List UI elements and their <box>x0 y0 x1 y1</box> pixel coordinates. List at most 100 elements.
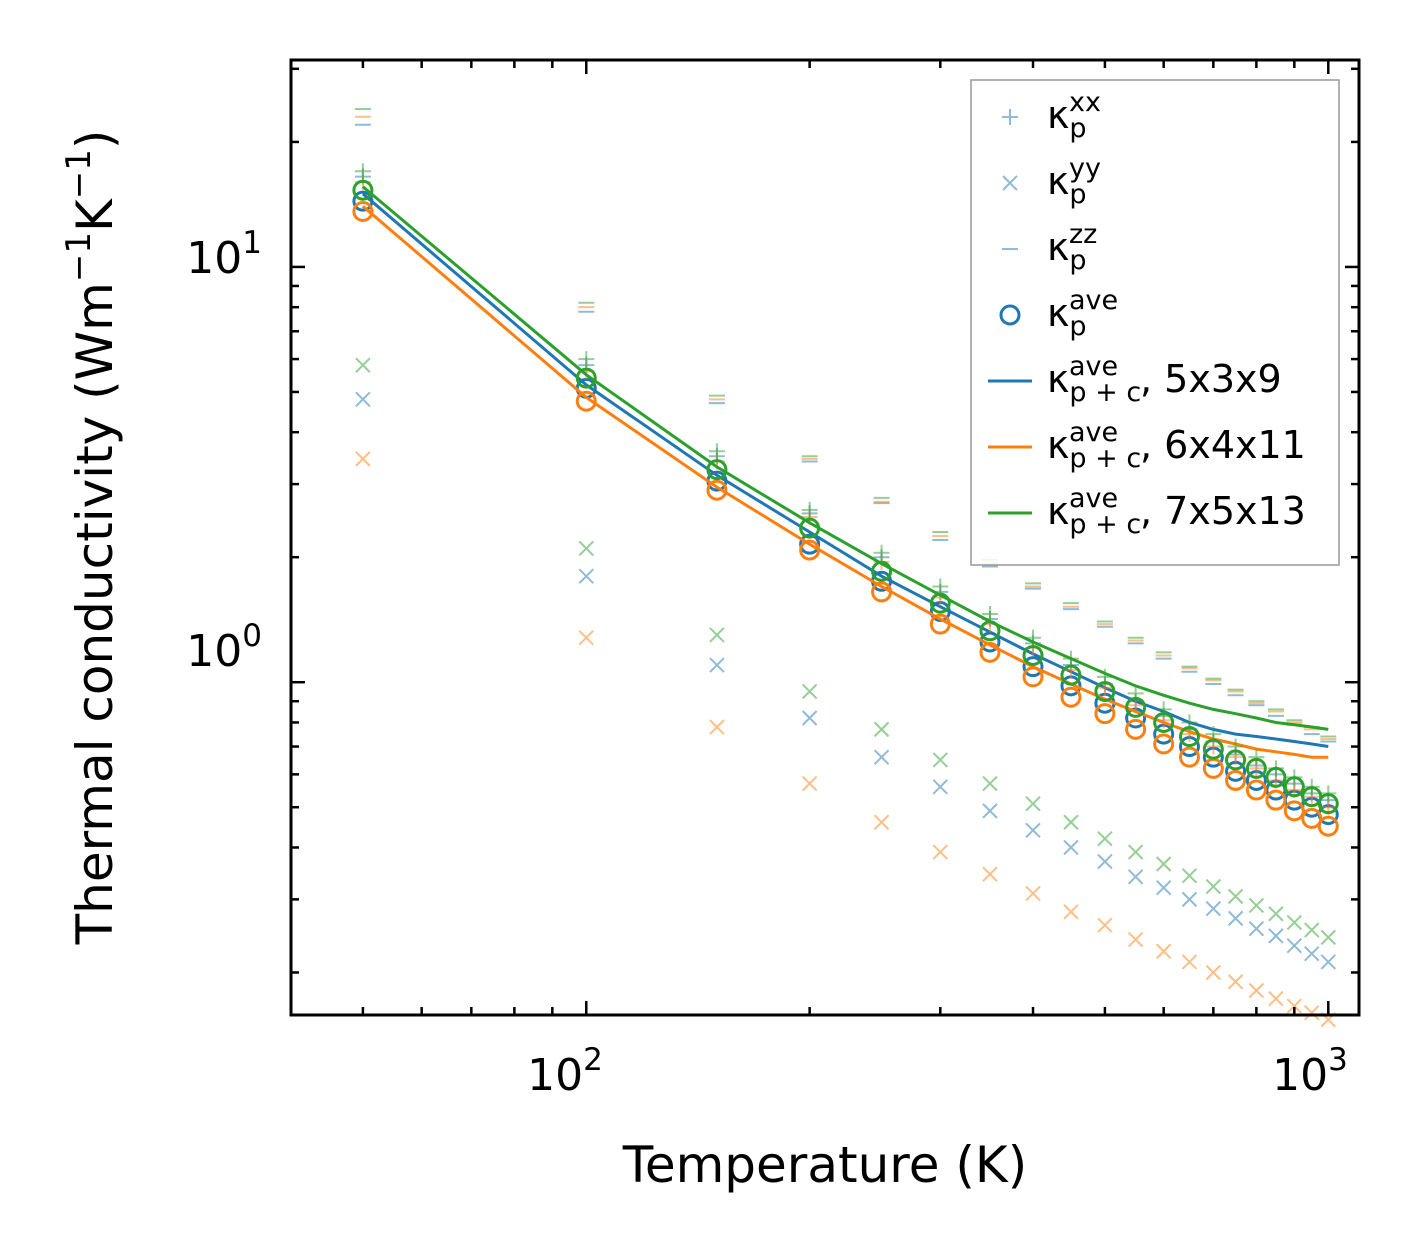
point-ave-7x5x13 <box>1125 696 1147 718</box>
point-yy-5x3x9 <box>1063 839 1079 856</box>
point-yy-6x4x11 <box>873 814 890 830</box>
point-yy-7x5x13 <box>1155 856 1172 872</box>
point-yy-6x4x11 <box>1227 974 1244 990</box>
point-yy-5x3x9 <box>1320 954 1336 970</box>
series-7x5x13 <box>352 108 1339 946</box>
point-yy-5x3x9 <box>1097 853 1113 870</box>
point-ave-7x5x13 <box>799 517 821 539</box>
point-ave-6x4x11 <box>1153 733 1175 755</box>
point-yy-7x5x13 <box>1181 868 1198 884</box>
point-ave-6x4x11 <box>352 200 374 222</box>
legend-swatches <box>988 109 1032 515</box>
point-yy-6x4x11 <box>1025 885 1041 902</box>
point-ave-6x4x11 <box>1225 769 1247 791</box>
legend-label-kyy: κpyy <box>1047 153 1101 210</box>
point-yy-6x4x11 <box>1181 954 1198 970</box>
point-ave-6x4x11 <box>979 641 1001 663</box>
point-yy-5x3x9 <box>355 391 371 408</box>
point-ave-7x5x13 <box>575 367 597 389</box>
x-axis-label: Temperature (K) <box>622 1136 1027 1194</box>
y-tick-base: 10 <box>186 233 242 284</box>
point-ave-6x4x11 <box>1094 703 1116 725</box>
point-xx-7x5x13 <box>981 605 998 622</box>
legend-label-kzz: κpzz <box>1047 219 1097 276</box>
point-ave-7x5x13 <box>871 560 893 582</box>
point-yy-7x5x13 <box>873 721 890 738</box>
point-yy-6x4x11 <box>982 866 998 882</box>
point-yy-5x3x9 <box>1227 910 1244 927</box>
point-xx-7x5x13 <box>1248 749 1265 766</box>
point-xx-7x5x13 <box>801 501 818 518</box>
point-ave-5x3x9 <box>979 631 1001 653</box>
point-ave-6x4x11 <box>1317 815 1339 837</box>
line-6x4x11 <box>361 205 1329 759</box>
x-tick-label-100: 102 <box>527 1042 603 1101</box>
legend-swatch-kave <box>999 304 1021 326</box>
point-xx-7x5x13 <box>578 351 595 368</box>
y-tick-label-1: 100 <box>186 618 262 677</box>
point-yy-5x3x9 <box>932 779 949 795</box>
line-5x3x9 <box>361 192 1329 748</box>
point-xx-7x5x13 <box>1025 629 1042 646</box>
point-yy-5x3x9 <box>1127 869 1144 885</box>
point-ave-5x3x9 <box>352 190 374 212</box>
point-ave-7x5x13 <box>1094 680 1116 702</box>
point-xx-7x5x13 <box>1062 650 1079 667</box>
point-xx-7x5x13 <box>932 578 949 595</box>
point-yy-7x5x13 <box>1097 830 1113 847</box>
line-7x5x13 <box>361 185 1329 731</box>
point-ave-7x5x13 <box>979 620 1001 642</box>
point-yy-7x5x13 <box>932 752 949 768</box>
legend-label-line-7x5x13: κp + cave, 7x5x13 <box>1047 483 1306 540</box>
point-ave-5x3x9 <box>799 533 821 555</box>
legend-label-kxx: κpxx <box>1047 87 1101 144</box>
y-tick-exp: 0 <box>242 618 262 654</box>
point-ave-7x5x13 <box>1153 711 1175 733</box>
point-ave-5x3x9 <box>1022 656 1044 678</box>
point-yy-6x4x11 <box>1205 964 1222 981</box>
y-axis-label-main: Thermal conductivity (Wm <box>66 282 124 945</box>
point-yy-5x3x9 <box>1286 938 1303 954</box>
point-yy-7x5x13 <box>1304 922 1320 938</box>
point-yy-7x5x13 <box>578 540 594 557</box>
point-yy-7x5x13 <box>1025 795 1041 812</box>
point-ave-6x4x11 <box>1283 800 1305 822</box>
point-yy-6x4x11 <box>1286 998 1303 1014</box>
point-yy-7x5x13 <box>982 775 998 792</box>
point-ave-7x5x13 <box>1202 738 1224 760</box>
point-yy-7x5x13 <box>355 357 371 373</box>
legend-label-line-6x4x11: κp + cave, 6x4x11 <box>1047 417 1306 474</box>
point-yy-6x4x11 <box>1127 931 1144 948</box>
point-yy-7x5x13 <box>1205 878 1222 895</box>
point-ave-6x4x11 <box>929 613 951 635</box>
point-yy-7x5x13 <box>1227 888 1244 905</box>
point-yy-6x4x11 <box>578 629 594 646</box>
point-yy-7x5x13 <box>709 627 725 643</box>
point-ave-6x4x11 <box>1022 666 1044 688</box>
point-yy-5x3x9 <box>1181 891 1198 908</box>
legend-label-line-5x3x9: κp + cave, 5x3x9 <box>1047 351 1282 408</box>
point-ave-7x5x13 <box>1317 793 1339 815</box>
point-yy-6x4x11 <box>1248 982 1265 999</box>
y-tick-base: 10 <box>186 626 242 677</box>
point-ave-6x4x11 <box>1060 686 1082 708</box>
point-yy-7x5x13 <box>1248 897 1265 914</box>
point-ave-7x5x13 <box>929 592 951 614</box>
point-yy-5x3x9 <box>1304 945 1320 962</box>
point-yy-6x4x11 <box>801 775 818 792</box>
y-axis-label-mid: K <box>66 198 124 232</box>
point-yy-6x4x11 <box>1063 904 1079 920</box>
point-yy-7x5x13 <box>1127 844 1144 860</box>
point-ave-6x4x11 <box>799 539 821 561</box>
point-yy-7x5x13 <box>1063 814 1079 830</box>
plot-marks <box>352 108 1339 1028</box>
point-ave-7x5x13 <box>1245 757 1267 779</box>
point-yy-6x4x11 <box>1304 1005 1320 1021</box>
point-yy-7x5x13 <box>1268 906 1284 922</box>
series-6x4x11 <box>352 115 1339 1028</box>
legend: κpxx κpyy κpzz κpave κp + cave, 5x3x9 κp… <box>970 79 1340 566</box>
point-yy-7x5x13 <box>801 683 818 700</box>
legend-swatch-kxx <box>1002 109 1018 125</box>
point-ave-6x4x11 <box>1265 789 1287 811</box>
